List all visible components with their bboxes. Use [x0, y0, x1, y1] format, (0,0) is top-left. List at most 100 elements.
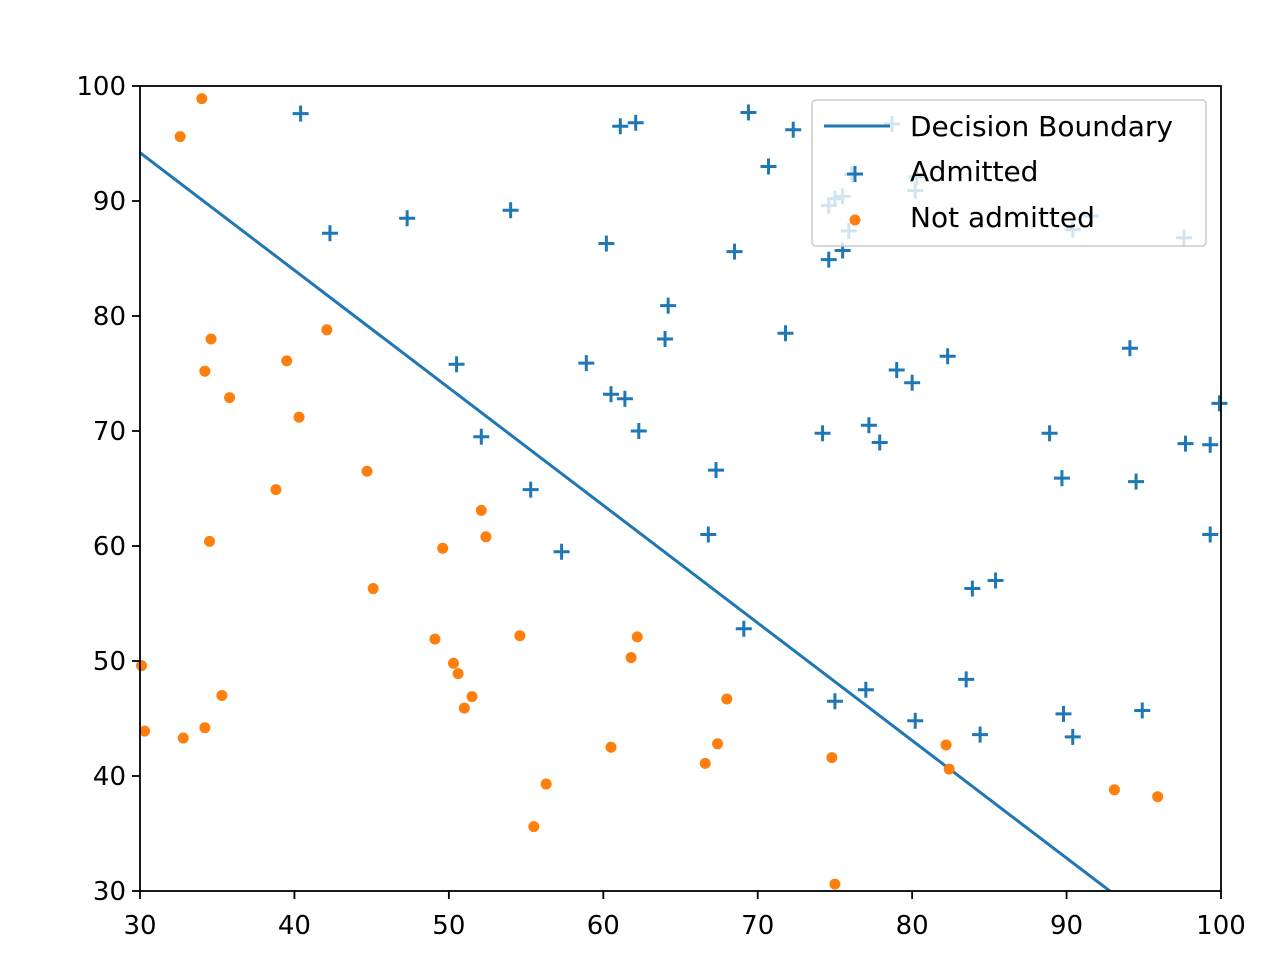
admitted-point	[612, 118, 629, 135]
not-admitted-point	[139, 725, 151, 737]
x-tick-label: 90	[1050, 911, 1083, 941]
admitted-point	[660, 297, 677, 314]
not-admitted-point	[943, 763, 955, 775]
admitted-point	[860, 417, 877, 434]
admitted-point	[502, 202, 519, 219]
admitted-point	[987, 572, 1004, 589]
axes-frame	[139, 85, 1222, 892]
not-admitted-point	[480, 531, 492, 543]
y-tick-label: 90	[93, 187, 126, 217]
admitted-point	[448, 356, 465, 373]
admitted-point	[630, 423, 647, 439]
not-admitted-point	[293, 411, 305, 423]
admitted-point	[627, 114, 644, 131]
x-tick-label: 40	[278, 911, 311, 941]
admitted-point	[740, 104, 757, 121]
not-admitted-point	[625, 652, 637, 664]
admitted-point	[598, 235, 615, 252]
legend-label-decision-boundary: Decision Boundary	[910, 110, 1173, 143]
axes: 30 40 50 60 70 80 90 100 30 40 50 60 70 80 90 100	[76, 72, 1245, 941]
y-tick-label: 80	[93, 302, 126, 332]
admitted-point	[603, 386, 620, 403]
legend-label-admitted: Admitted	[910, 155, 1038, 188]
admitted-point	[735, 620, 752, 637]
x-tick-label: 30	[123, 911, 156, 941]
admitted-point	[814, 425, 831, 442]
admitted-point	[1202, 526, 1219, 543]
admitted-point	[1055, 705, 1072, 722]
admitted-point	[321, 225, 338, 242]
legend-plus-marker	[847, 166, 863, 182]
admitted-point	[726, 243, 743, 260]
admitted-point	[777, 325, 794, 342]
admitted-point	[553, 543, 570, 560]
admitted-point	[857, 681, 874, 698]
admitted-point	[760, 158, 777, 175]
admitted-point	[473, 428, 490, 445]
not-admitted-point	[177, 732, 189, 744]
not-admitted-point	[721, 693, 733, 705]
y-tick-label: 60	[93, 532, 126, 562]
admitted-point	[958, 671, 975, 688]
x-tick-label: 60	[587, 911, 620, 941]
plot-area	[136, 93, 1228, 891]
admitted-point	[292, 105, 309, 122]
not-admitted-point	[940, 739, 952, 751]
not-admitted-point	[514, 630, 526, 642]
not-admitted-point	[466, 691, 478, 703]
not-admitted-point	[367, 583, 379, 595]
admitted-point	[1121, 340, 1138, 357]
not-admitted-point	[270, 484, 282, 496]
admitted-point	[939, 348, 956, 365]
admitted-point	[972, 726, 989, 743]
admitted-point	[785, 121, 802, 138]
not-admitted-point	[458, 702, 470, 714]
not-admitted-point	[826, 752, 838, 764]
admitted-point	[708, 462, 725, 479]
y-tick-label: 30	[93, 877, 126, 907]
not-admitted-point	[203, 535, 215, 547]
not-admitted-point	[205, 333, 217, 345]
admitted-point	[700, 526, 717, 543]
series-not-admitted	[136, 93, 1164, 890]
not-admitted-point	[1152, 791, 1164, 803]
admitted-point	[1064, 728, 1081, 745]
admitted-point	[964, 580, 981, 597]
not-admitted-point	[429, 633, 441, 645]
admitted-point	[1177, 435, 1194, 452]
admitted-point	[657, 331, 674, 347]
x-tick-label: 50	[432, 911, 465, 941]
admitted-point	[1211, 395, 1228, 412]
legend-dot-marker	[849, 214, 861, 226]
admitted-point	[1134, 702, 1151, 719]
not-admitted-point	[196, 93, 208, 105]
admitted-point	[888, 362, 905, 379]
not-admitted-point	[199, 365, 211, 377]
not-admitted-point	[437, 542, 449, 554]
not-admitted-point	[216, 690, 228, 701]
not-admitted-point	[712, 738, 724, 750]
admitted-point	[904, 374, 921, 391]
x-tick-label: 100	[1196, 911, 1246, 941]
admitted-point	[820, 251, 837, 268]
not-admitted-point	[321, 324, 333, 336]
not-admitted-point	[447, 657, 459, 669]
not-admitted-point	[224, 392, 236, 404]
not-admitted-point	[475, 504, 487, 516]
not-admitted-point	[699, 757, 711, 769]
admitted-point	[1041, 425, 1058, 442]
admitted-point	[616, 390, 633, 407]
x-tick-label: 70	[741, 911, 774, 941]
not-admitted-point	[174, 131, 186, 143]
not-admitted-point	[281, 355, 293, 367]
admitted-point	[578, 355, 595, 372]
admitted-point	[1128, 473, 1145, 490]
legend: Decision Boundary Admitted Not admitted	[811, 99, 1207, 247]
admitted-point	[399, 210, 416, 227]
legend-label-not-admitted: Not admitted	[910, 201, 1095, 234]
y-tick-label: 100	[76, 72, 126, 102]
y-tick-label: 70	[93, 417, 126, 447]
admitted-point	[1202, 436, 1219, 453]
legend-frame	[811, 99, 1207, 247]
